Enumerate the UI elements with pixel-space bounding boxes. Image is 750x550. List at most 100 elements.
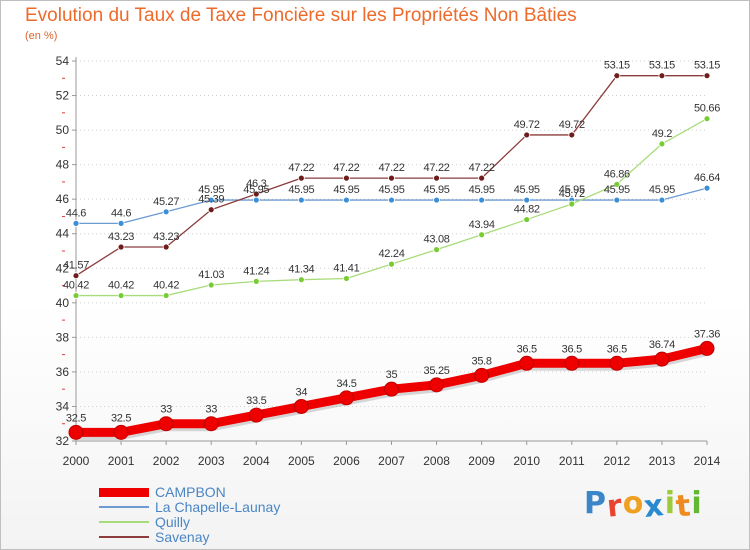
data-point [297,196,305,204]
data-label: 36.5 [517,343,537,355]
data-label: 47.22 [378,162,404,174]
data-label: 47.22 [424,162,450,174]
data-label: 41.03 [198,269,224,281]
data-point [433,196,440,204]
x-tick-label: 2014 [694,454,721,468]
data-label: 44.82 [514,204,540,216]
data-point [117,219,125,227]
data-point [252,196,260,204]
data-point [613,180,621,188]
data-label: 43.23 [108,231,134,243]
data-point [338,390,354,406]
data-point [162,208,170,216]
data-point [117,243,125,251]
data-label: 50.66 [694,103,720,115]
data-label: 45.95 [198,184,224,196]
x-tick-label: 2010 [513,454,540,468]
data-label: 35.8 [472,355,492,367]
y-tick-label: 42 [56,261,70,275]
data-label: 41.57 [63,260,89,272]
data-label: 35.25 [424,365,450,377]
y-tick-label: 48 [56,158,70,172]
data-label: 41.34 [288,264,314,276]
brand-letter: r [605,488,625,525]
x-tick-label: 2005 [288,454,315,468]
data-point [703,115,711,123]
data-point [162,292,170,299]
data-label: 45.95 [333,184,359,196]
x-tick-label: 2009 [468,454,495,468]
data-point [478,196,486,204]
data-label: 33 [160,404,172,416]
data-point [343,275,350,282]
legend-swatch [99,506,149,508]
x-tick-label: 2002 [153,454,180,468]
x-tick-label: 2006 [333,454,360,468]
y-tick-label: 44 [56,227,70,241]
x-tick-label: 2011 [559,454,585,468]
legend-label: Savenay [155,529,210,545]
data-label: 45.95 [604,184,630,196]
data-point [654,351,670,367]
data-label: 37.36 [694,328,720,340]
data-label: 45.72 [559,188,585,200]
data-label: 45.27 [153,196,179,208]
data-point [248,407,264,423]
x-tick-label: 2007 [378,454,405,468]
data-point [433,174,440,182]
data-point [293,398,309,414]
data-point [72,219,80,227]
data-point [703,72,711,80]
legend-label: CAMPBON [155,484,226,500]
line-chart: 32 34 36 38 40 42 44 46 48 50 52 54 2000 2001 2002 2003… [56,54,721,468]
data-point [162,243,170,251]
data-label: 45.95 [378,184,404,196]
data-point [519,355,535,371]
data-point [343,174,350,182]
chart-title: Evolution du Taux de Taxe Foncière sur l… [25,5,577,26]
data-label: 40.42 [153,280,179,292]
data-point [523,216,531,223]
y-tick-label: 54 [56,54,70,68]
data-label: 42.24 [378,248,404,260]
data-label: 34 [296,386,308,398]
data-label: 53.15 [694,60,720,72]
data-label: 44.6 [111,207,131,219]
data-point [388,174,395,182]
brand-letter: o [622,486,645,521]
series-layer [68,72,715,440]
data-label: 43.94 [469,219,495,231]
data-point [297,174,305,182]
data-point [474,367,490,383]
data-point [158,416,174,432]
data-label: 36.74 [649,339,675,351]
data-label: 47.22 [469,162,495,174]
data-label: 49.2 [652,128,672,140]
brand-letter: i [664,486,677,521]
data-label: 36.5 [607,343,627,355]
data-point [207,281,215,289]
brand-letter: t [674,488,694,525]
data-point [658,72,666,80]
data-point [478,231,486,239]
data-label: 40.42 [108,280,134,292]
data-point [564,355,580,371]
data-label: 32.5 [66,412,86,424]
y-tick-label: 50 [56,123,70,137]
data-point [523,131,531,139]
data-label: 33 [205,404,217,416]
data-point [388,260,395,268]
data-point [113,424,129,440]
data-point [613,72,621,80]
data-label: 41.24 [243,265,269,277]
data-label: 49.72 [514,119,540,131]
data-point [658,196,666,204]
data-label: 40.42 [63,280,89,292]
data-label: 46.86 [604,168,630,180]
data-label: 45.39 [198,194,224,206]
x-tick-label: 2003 [198,454,225,468]
x-tick-label: 2013 [649,454,676,468]
data-label: 46.3 [246,178,266,190]
data-label: 53.15 [604,60,630,72]
